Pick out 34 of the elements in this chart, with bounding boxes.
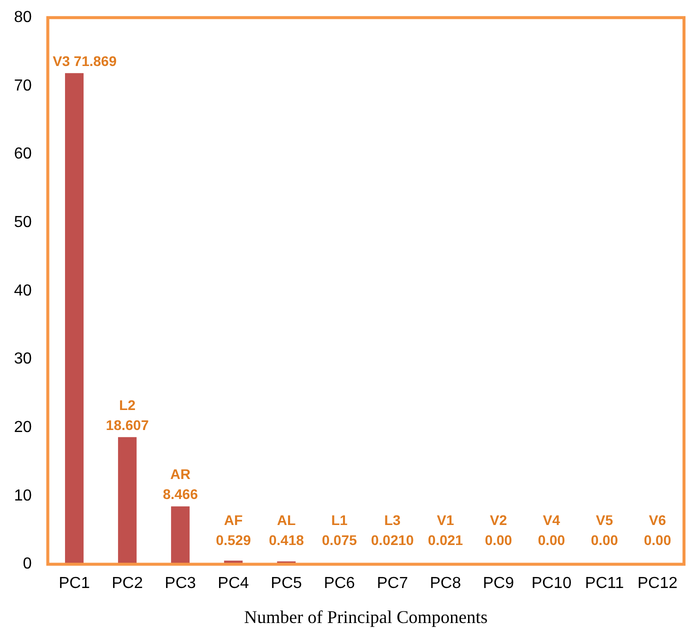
x-tick-label: PC5 — [270, 575, 302, 592]
x-tick-label: PC12 — [637, 575, 678, 592]
x-tick-label: PC10 — [531, 575, 572, 592]
y-tick-label: 60 — [14, 146, 32, 163]
data-label: L2 18.607 — [106, 396, 149, 433]
y-tick-label: 70 — [14, 77, 32, 94]
x-axis-title: Number of Principal Components — [244, 606, 488, 627]
data-label: AR 8.466 — [162, 466, 198, 502]
data-label: V2 0.00 — [484, 512, 512, 548]
x-tick-label: PC7 — [376, 575, 408, 592]
y-tick-label: 20 — [14, 418, 32, 436]
y-tick-label: 30 — [14, 350, 32, 368]
y-tick-label: 10 — [14, 487, 32, 504]
y-tick-label: 0 — [22, 556, 32, 573]
data-label: L3 0.0210 — [370, 512, 414, 548]
x-tick-label: PC4 — [218, 575, 250, 592]
x-tick-label: PC3 — [164, 575, 196, 592]
data-label: AF 0.529 — [216, 512, 252, 548]
data-label: V3 71.869 — [52, 53, 117, 70]
x-tick-label: PC11 — [585, 575, 624, 592]
x-tick-label: PC8 — [430, 575, 462, 592]
x-tick-label: PC9 — [482, 575, 514, 592]
data-label: L1 0.075 — [322, 512, 358, 548]
x-tick-label: PC2 — [112, 575, 143, 592]
y-tick-label: 50 — [14, 214, 32, 231]
data-label: V5 0.00 — [590, 512, 618, 548]
data-label: V4 0.00 — [538, 512, 566, 548]
data-label: V6 0.00 — [644, 512, 672, 548]
y-tick-label: 40 — [14, 282, 32, 300]
data-label: V1 0.021 — [428, 512, 464, 548]
x-tick-label: PC6 — [324, 575, 356, 592]
x-tick-label: PC1 — [58, 575, 90, 592]
data-label: AL 0.418 — [268, 512, 304, 548]
y-tick-label: 80 — [14, 9, 32, 26]
